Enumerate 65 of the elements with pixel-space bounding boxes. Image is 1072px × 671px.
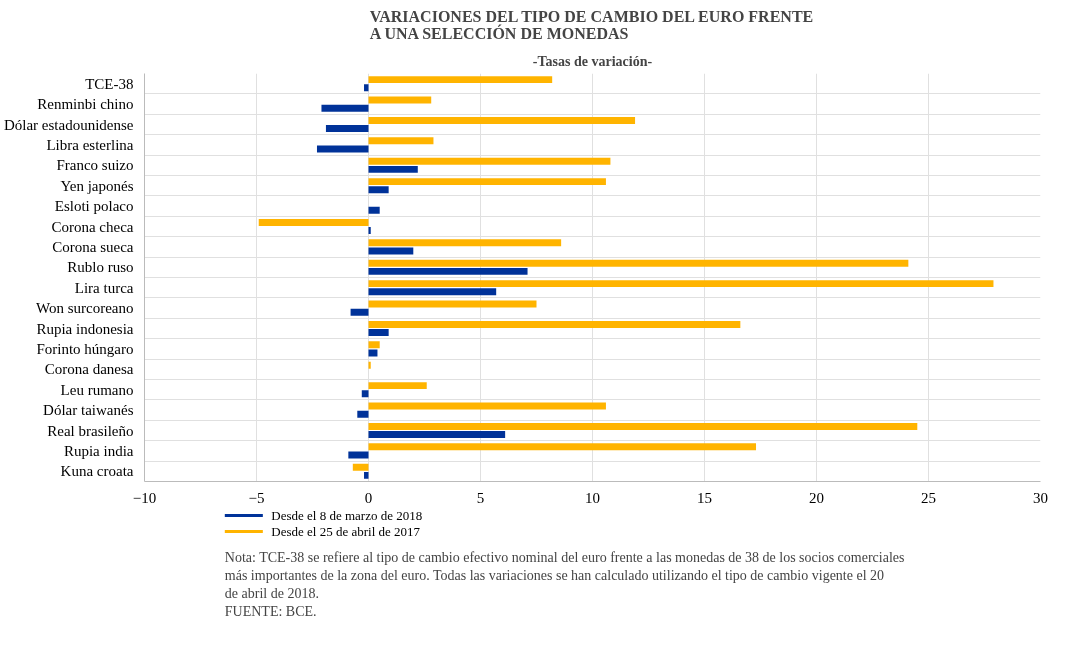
y-tick-label: Corona sueca	[52, 238, 134, 255]
x-tick-label: 10	[585, 489, 600, 506]
bar	[368, 280, 994, 288]
bar	[368, 137, 434, 145]
x-tick-label: −5	[248, 489, 265, 506]
bar	[368, 320, 741, 328]
y-tick-label: Libra esterlina	[46, 136, 134, 153]
legend-label: Desde el 8 de marzo de 2018	[271, 508, 423, 523]
bar	[368, 422, 918, 430]
x-tick-label: 15	[697, 489, 712, 506]
bar	[368, 165, 418, 173]
bar	[368, 186, 389, 194]
x-tick-label: 20	[809, 489, 824, 506]
bar	[368, 239, 562, 247]
y-tick-label: Rupia india	[63, 442, 134, 459]
bar	[364, 84, 369, 92]
source-note: FUENTE: BCE.	[224, 603, 317, 619]
y-tick-label: Kuna croata	[60, 463, 134, 480]
bar	[364, 471, 369, 479]
y-tick-label: Franco suizo	[56, 157, 134, 174]
y-tick-label: TCE-38	[85, 75, 134, 92]
bar	[368, 382, 427, 390]
y-tick-label: Won surcoreano	[35, 300, 134, 317]
x-tick-label: 30	[1033, 489, 1048, 506]
bar	[368, 259, 909, 267]
x-tick-label: −10	[132, 489, 157, 506]
y-tick-label: Renminbi chino	[37, 96, 134, 113]
chart-subtitle: -Tasas de variación-	[532, 53, 653, 69]
bar	[368, 116, 636, 124]
bar	[368, 267, 528, 275]
y-tick-label: Dólar estadounidense	[3, 116, 134, 133]
chart-title: VARIACIONES DEL TIPO DE CAMBIO DEL EURO FRENTE A UNA SELECCIÓN DE MONEDAS	[369, 7, 814, 42]
text: Nota: TCE-38 se refiere al tipo de cambio efectivo nominal del euro frente a las monedas de 38 de los socios comerciales más importantes de la zona del euro. Todas las variaciones se han calculado utilizando el tipo de cambio vigente el 20 de abril de 2018.	[224, 549, 905, 601]
bar	[352, 463, 369, 471]
y-tick-label: Corona danesa	[44, 361, 134, 378]
bar	[368, 206, 380, 214]
bar	[321, 104, 369, 112]
x-tick-label: 5	[476, 489, 485, 506]
bar	[350, 308, 369, 316]
y-tick-label: Lira turca	[74, 279, 134, 296]
bar	[368, 178, 606, 186]
bar	[361, 390, 369, 398]
y-tick-label: Leu rumano	[60, 381, 134, 398]
bar	[368, 443, 757, 451]
bar	[258, 218, 369, 226]
bar	[348, 451, 369, 459]
y-tick-label: Esloti polaco	[54, 198, 134, 215]
legend-label: Desde el 25 de abril de 2017	[271, 524, 421, 539]
bar	[368, 431, 506, 439]
y-tick-label: Real brasileño	[47, 422, 134, 439]
y-tick-label: Dólar taiwanés	[43, 402, 134, 419]
bar	[368, 329, 389, 337]
y-tick-label: Yen japonés	[60, 177, 134, 194]
bar	[368, 288, 497, 296]
y-tick-label: Rublo ruso	[67, 259, 134, 276]
x-tick-label: 25	[921, 489, 936, 506]
y-tick-label: Rupia indonesia	[36, 320, 134, 337]
y-tick-label: Corona checa	[51, 218, 134, 235]
bar	[325, 125, 369, 133]
bar	[368, 157, 611, 165]
y-tick-label: Forinto húngaro	[36, 340, 134, 357]
bar	[368, 76, 553, 84]
x-tick-label: 0	[364, 489, 373, 506]
bar	[357, 410, 369, 418]
bar	[368, 341, 380, 349]
